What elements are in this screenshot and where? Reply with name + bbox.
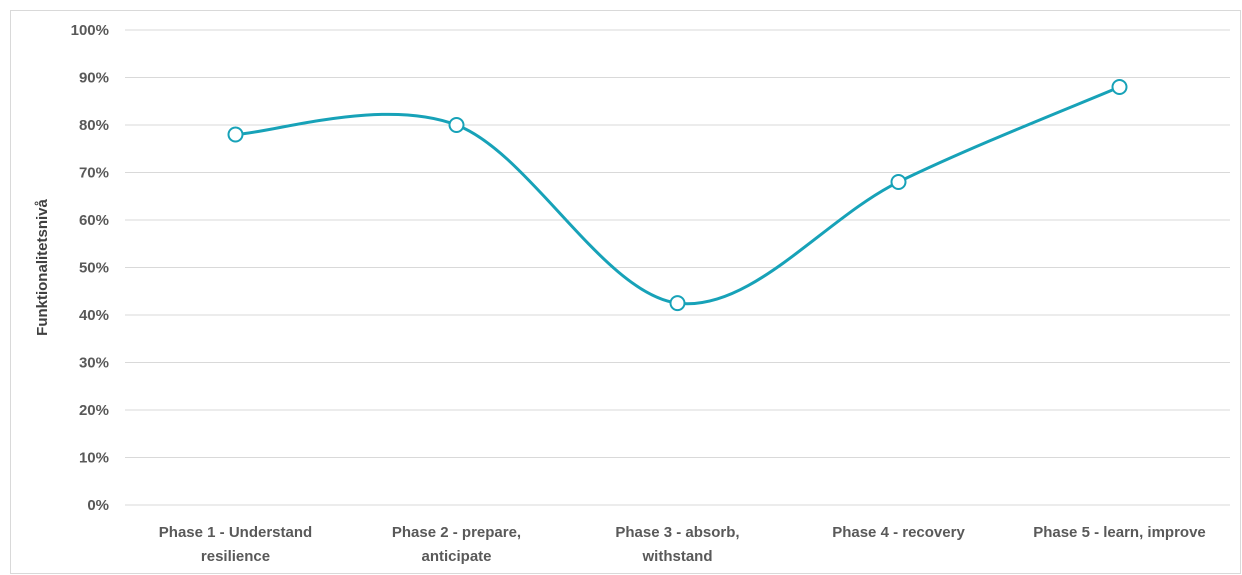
y-tick-label: 0%: [87, 497, 109, 514]
data-point-marker: [227, 126, 244, 143]
y-tick-label: 30%: [79, 355, 109, 372]
x-tick-label: Phase 2 - prepare,: [392, 524, 521, 541]
y-tick-label: 80%: [79, 117, 109, 134]
chart-frame: [10, 10, 1241, 574]
y-axis-title: Funktionalitetsnivå: [34, 199, 51, 336]
y-tick-label: 60%: [79, 212, 109, 229]
x-tick-label: withstand: [642, 548, 713, 565]
y-tick-label: 20%: [79, 402, 109, 419]
x-tick-label: Phase 3 - absorb,: [615, 524, 739, 541]
y-tick-label: 100%: [71, 22, 109, 39]
x-tick-label: resilience: [201, 548, 270, 565]
y-tick-label: 10%: [79, 450, 109, 467]
x-tick-label: Phase 1 - Understand: [159, 524, 312, 541]
y-tick-label: 40%: [79, 307, 109, 324]
data-point-marker: [448, 117, 465, 133]
x-tick-label: anticipate: [421, 548, 491, 565]
x-tick-label: Phase 5 - learn, improve: [1033, 524, 1206, 541]
data-point-marker: [669, 295, 686, 312]
y-tick-label: 50%: [79, 260, 109, 277]
y-tick-label: 70%: [79, 165, 109, 182]
x-tick-label: Phase 4 - recovery: [832, 524, 965, 541]
data-point-marker: [890, 174, 907, 190]
data-point-marker: [1111, 79, 1128, 95]
y-tick-label: 90%: [79, 70, 109, 87]
series-line: [234, 85, 1121, 306]
